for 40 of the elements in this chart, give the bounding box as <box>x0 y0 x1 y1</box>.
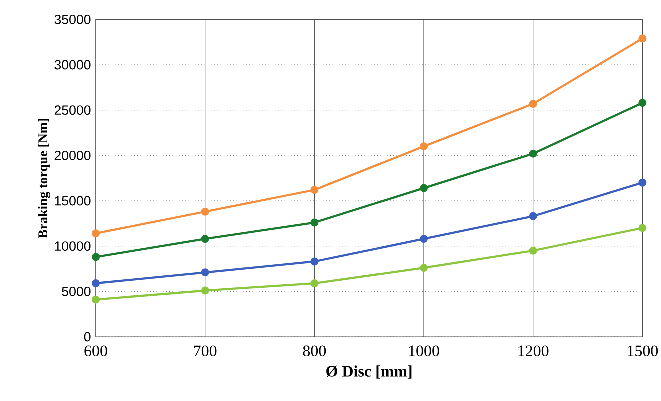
point <box>529 150 538 158</box>
y-tick-label: 30000 <box>54 60 91 70</box>
point <box>529 246 538 255</box>
point <box>201 235 210 244</box>
point <box>420 235 428 244</box>
y-tick-label: 20000 <box>54 150 91 160</box>
point <box>638 178 647 187</box>
x-tick-label: 800 <box>303 346 326 356</box>
y-axis-title: Braking torque [Nm] <box>38 119 50 238</box>
point <box>310 186 319 194</box>
point <box>310 280 319 288</box>
point <box>529 100 538 108</box>
y-tick-label: 35000 <box>54 14 91 24</box>
y-tick-label: 0 <box>84 332 91 342</box>
point <box>420 142 428 151</box>
x-tick-label: 1500 <box>628 346 658 356</box>
point <box>310 258 319 266</box>
point <box>201 268 210 277</box>
point <box>92 230 100 238</box>
point <box>638 99 647 108</box>
x-tick-label: 1200 <box>518 346 549 356</box>
point <box>92 280 100 288</box>
point <box>92 253 100 262</box>
point <box>638 224 647 232</box>
point <box>310 218 319 227</box>
x-tick-label: 700 <box>194 346 217 356</box>
point <box>638 34 647 43</box>
x-tick-label: 1000 <box>409 346 440 356</box>
point <box>201 286 210 295</box>
point <box>420 184 428 192</box>
point <box>201 208 210 216</box>
y-tick-label: 5000 <box>62 286 91 296</box>
x-tick-label: 600 <box>84 346 108 356</box>
y-tick-label: 10000 <box>55 242 91 252</box>
x-axis-title: Ø Disc [mm] <box>326 366 412 379</box>
point <box>420 264 428 272</box>
point <box>92 296 100 304</box>
y-tick-label: 25000 <box>54 106 91 116</box>
y-tick-label: 15000 <box>55 196 91 206</box>
point <box>529 212 538 220</box>
